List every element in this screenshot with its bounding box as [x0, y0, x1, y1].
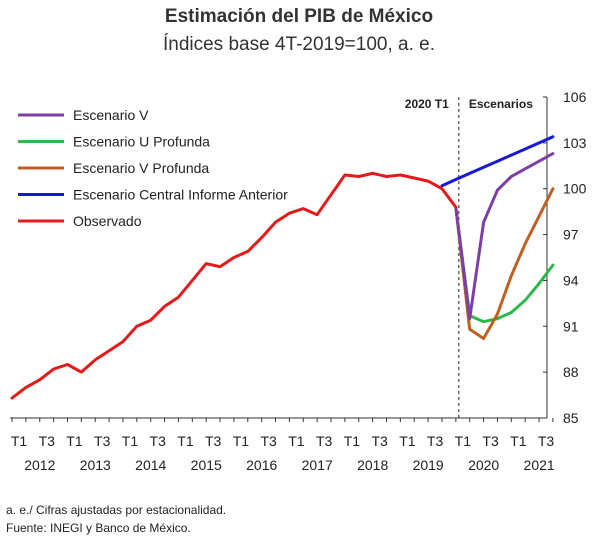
x-quarter-label: T1	[177, 433, 194, 449]
y-tick-labels: 85 88 91 94 97 100 103 106	[563, 89, 587, 426]
y-tick-label: 91	[563, 318, 579, 334]
y-tick-label: 97	[563, 227, 579, 243]
y-tick-label: 100	[563, 181, 587, 197]
x-quarter-label: T1	[399, 433, 416, 449]
chart-subtitle: Índices base 4T-2019=100, a. e.	[162, 34, 435, 55]
series-line	[440, 135, 555, 188]
x-quarter-label: T1	[344, 433, 361, 449]
legend-label: Escenario V Profunda	[73, 160, 209, 176]
x-quarter-label: T3	[482, 433, 499, 449]
y-tick-label: 103	[563, 135, 587, 151]
x-quarter-label: T3	[538, 433, 555, 449]
x-tick-labels: T1 T3 2012 T1 T3 2013 T1 T3 2014 T1 T3 2015 T1 T3 2016…	[11, 433, 555, 473]
x-quarter-label: T3	[39, 433, 56, 449]
x-year-label: 2016	[246, 457, 277, 473]
x-quarter-label: T1	[66, 433, 83, 449]
y-tick-label: 85	[563, 410, 579, 426]
x-year-label: 2012	[24, 457, 55, 473]
legend-label: Escenario Central Informe Anterior	[73, 187, 288, 203]
x-year-label: 2019	[413, 457, 444, 473]
series-lines	[10, 135, 555, 400]
y-tick-label: 88	[563, 364, 579, 380]
chart-axes	[10, 96, 554, 422]
x-year-label: 2013	[80, 457, 111, 473]
x-quarter-label: T3	[94, 433, 111, 449]
legend-label: Escenario U Profunda	[73, 134, 210, 150]
x-quarter-label: T1	[510, 433, 527, 449]
x-year-label: 2017	[302, 457, 333, 473]
x-quarter-label: T1	[455, 433, 472, 449]
annotation-2020t1: 2020 T1	[405, 97, 449, 111]
x-year-label: 2018	[357, 457, 388, 473]
footnote-source: Fuente: INEGI y Banco de México.	[6, 521, 191, 535]
legend-label: Observado	[73, 213, 142, 229]
x-quarter-label: T3	[150, 433, 167, 449]
x-quarter-label: T1	[11, 433, 28, 449]
series-line	[10, 171, 458, 400]
x-quarter-label: T3	[371, 433, 388, 449]
gdp-line-chart: 85 88 91 94 97 100 103 106 T1 T3 2012 T1 T3 2013 T1 T3…	[10, 89, 587, 473]
footnote-note: a. e./ Cifras ajustadas por estacionalid…	[6, 503, 227, 517]
x-quarter-label: T3	[316, 433, 333, 449]
annotations: 2020 T1 Escenarios	[405, 97, 533, 111]
x-quarter-label: T1	[233, 433, 250, 449]
x-year-label: 2020	[468, 457, 499, 473]
legend-label: Escenario V	[73, 107, 149, 123]
annotation-escenarios: Escenarios	[469, 97, 533, 111]
x-quarter-label: T1	[288, 433, 305, 449]
x-year-label: 2015	[191, 457, 222, 473]
series-line	[454, 187, 555, 340]
y-tick-label: 106	[563, 89, 587, 105]
legend: Escenario V Escenario U Profunda Escenario…	[18, 107, 288, 229]
x-quarter-label: T3	[260, 433, 277, 449]
x-quarter-label: T3	[427, 433, 444, 449]
x-year-label: 2021	[524, 457, 555, 473]
series-line	[454, 152, 555, 321]
x-quarter-label: T3	[205, 433, 222, 449]
x-year-label: 2014	[135, 457, 166, 473]
chart-title: Estimación del PIB de México	[164, 6, 434, 27]
y-tick-label: 94	[563, 272, 579, 288]
series-line	[454, 205, 555, 324]
x-quarter-label: T1	[122, 433, 139, 449]
